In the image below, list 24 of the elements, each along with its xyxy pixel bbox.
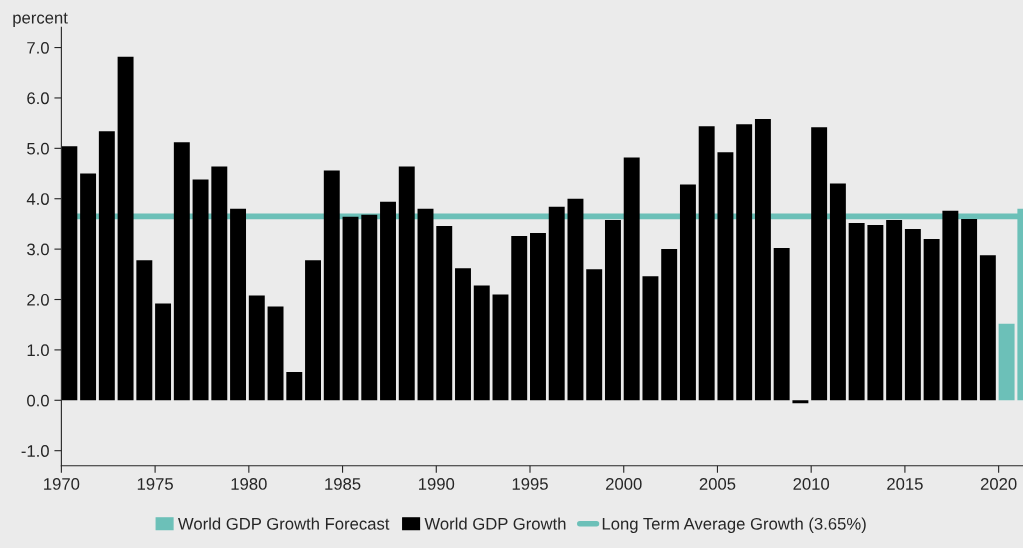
y-tick-label: 2.0: [27, 293, 49, 306]
x-tick-label: 1980: [231, 478, 267, 490]
y-tick-label: 1.0: [27, 344, 49, 357]
x-tick-label: 2010: [793, 478, 830, 490]
x-tick-label: 2015: [887, 478, 923, 490]
y-tick-label: 0.0: [27, 394, 49, 407]
x-tick-label: 2000: [606, 478, 642, 490]
x-tick-label: 1975: [137, 478, 173, 490]
y-tick-label: 3.0: [27, 243, 49, 256]
x-tick-label: 1985: [325, 478, 361, 490]
legend-label: World GDP Growth Forecast: [178, 517, 390, 530]
legend-label: Long Term Average Growth (3.65%): [602, 517, 866, 533]
y-tick-label: 7.0: [27, 41, 49, 54]
x-tick-label: 1970: [44, 478, 80, 490]
legend-label: World GDP Growth: [424, 517, 566, 530]
x-tick-label: 1995: [512, 478, 548, 490]
y-axis-title: percent: [13, 12, 68, 27]
y-tick-label: 6.0: [27, 92, 49, 105]
y-tick-label: -1.0: [21, 445, 49, 457]
y-tick-label: 5.0: [27, 142, 49, 155]
x-tick-label: 1990: [419, 478, 455, 490]
x-tick-label: 2005: [699, 478, 736, 490]
x-tick-label: 2020: [980, 478, 1017, 490]
y-tick-label: 4.0: [26, 193, 49, 205]
